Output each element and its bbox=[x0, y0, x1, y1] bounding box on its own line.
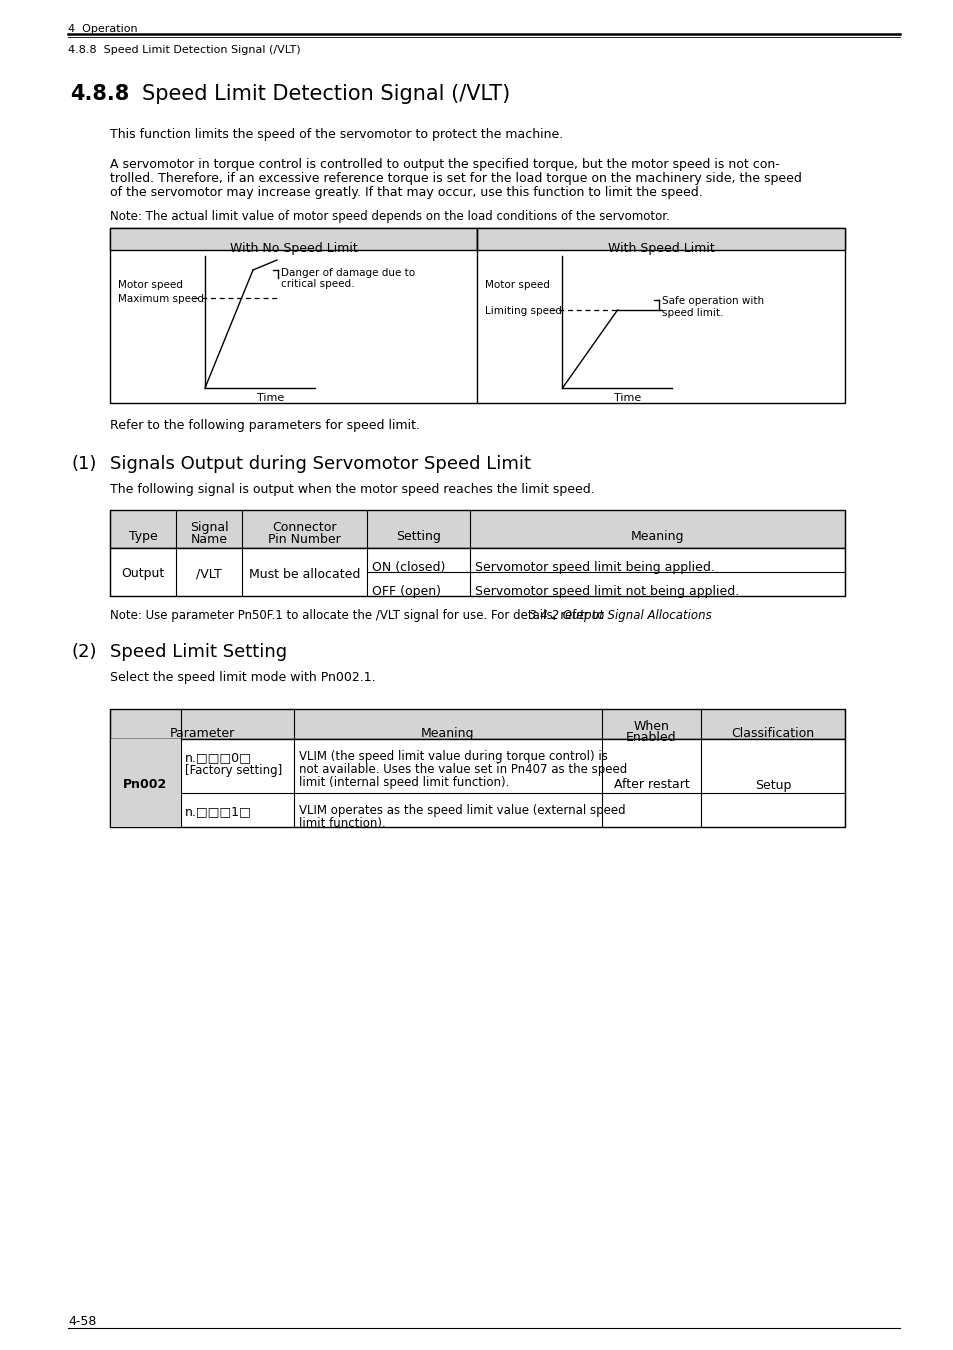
Bar bbox=[110, 548, 844, 595]
Text: Time: Time bbox=[256, 393, 284, 404]
Text: of the servomotor may increase greatly. If that may occur, use this function to : of the servomotor may increase greatly. … bbox=[110, 186, 702, 198]
Bar bbox=[110, 228, 844, 404]
Text: This function limits the speed of the servomotor to protect the machine.: This function limits the speed of the se… bbox=[110, 128, 562, 140]
Text: .: . bbox=[678, 609, 681, 622]
Text: Signal: Signal bbox=[190, 521, 229, 535]
Text: Motor speed: Motor speed bbox=[485, 279, 550, 290]
Bar bbox=[110, 738, 844, 828]
Text: Must be allocated: Must be allocated bbox=[249, 567, 360, 580]
Text: Limiting speed: Limiting speed bbox=[485, 306, 562, 316]
Text: Maximum speed: Maximum speed bbox=[118, 294, 204, 304]
Text: VLIM operates as the speed limit value (external speed: VLIM operates as the speed limit value (… bbox=[298, 805, 625, 817]
Text: Classification: Classification bbox=[731, 728, 814, 740]
Text: The following signal is output when the motor speed reaches the limit speed.: The following signal is output when the … bbox=[110, 483, 594, 495]
Text: A servomotor in torque control is controlled to output the specified torque, but: A servomotor in torque control is contro… bbox=[110, 158, 779, 171]
Text: n.□□□1□: n.□□□1□ bbox=[185, 805, 252, 818]
Text: limit function).: limit function). bbox=[298, 817, 385, 830]
Text: Danger of damage due to: Danger of damage due to bbox=[281, 269, 415, 278]
Text: 3.4.2 Output Signal Allocations: 3.4.2 Output Signal Allocations bbox=[529, 609, 711, 622]
Text: With No Speed Limit: With No Speed Limit bbox=[230, 242, 357, 255]
Bar bbox=[477, 228, 844, 250]
Text: Speed Limit Setting: Speed Limit Setting bbox=[110, 643, 287, 662]
Text: Safe operation with: Safe operation with bbox=[661, 296, 763, 306]
Text: Parameter: Parameter bbox=[170, 728, 234, 740]
Text: Servomotor speed limit not being applied.: Servomotor speed limit not being applied… bbox=[475, 585, 739, 598]
Text: Meaning: Meaning bbox=[630, 531, 683, 543]
Text: Note: Use parameter Pn50F.1 to allocate the /VLT signal for use. For details, re: Note: Use parameter Pn50F.1 to allocate … bbox=[110, 609, 607, 622]
Text: Enabled: Enabled bbox=[625, 730, 676, 744]
Text: Setup: Setup bbox=[754, 779, 790, 791]
Text: Meaning: Meaning bbox=[421, 728, 475, 740]
Text: limit (internal speed limit function).: limit (internal speed limit function). bbox=[298, 776, 509, 788]
Text: Name: Name bbox=[191, 533, 228, 545]
Text: /VLT: /VLT bbox=[196, 567, 222, 580]
Bar bbox=[110, 510, 844, 548]
Text: 4  Operation: 4 Operation bbox=[68, 24, 137, 34]
Text: With Speed Limit: With Speed Limit bbox=[607, 242, 714, 255]
Text: 4.8.8: 4.8.8 bbox=[70, 84, 129, 104]
Text: not available. Uses the value set in Pn407 as the speed: not available. Uses the value set in Pn4… bbox=[298, 763, 626, 776]
Text: [Factory setting]: [Factory setting] bbox=[185, 764, 282, 778]
Text: speed limit.: speed limit. bbox=[661, 308, 723, 319]
Text: critical speed.: critical speed. bbox=[281, 279, 355, 289]
Text: Note: The actual limit value of motor speed depends on the load conditions of th: Note: The actual limit value of motor sp… bbox=[110, 211, 669, 223]
Bar bbox=[110, 228, 477, 250]
Text: 4-58: 4-58 bbox=[68, 1315, 96, 1328]
Text: VLIM (the speed limit value during torque control) is: VLIM (the speed limit value during torqu… bbox=[298, 751, 607, 763]
Text: Connector: Connector bbox=[273, 521, 336, 535]
Text: Servomotor speed limit being applied.: Servomotor speed limit being applied. bbox=[475, 562, 715, 574]
Text: Motor speed: Motor speed bbox=[118, 279, 183, 290]
Text: Type: Type bbox=[129, 531, 157, 543]
Text: n.□□□0□: n.□□□0□ bbox=[185, 751, 252, 764]
Text: Signals Output during Servomotor Speed Limit: Signals Output during Servomotor Speed L… bbox=[110, 455, 531, 472]
Text: (1): (1) bbox=[71, 455, 97, 472]
Text: Pn002: Pn002 bbox=[123, 779, 168, 791]
Bar bbox=[110, 709, 844, 738]
Text: Speed Limit Detection Signal (/VLT): Speed Limit Detection Signal (/VLT) bbox=[142, 84, 510, 104]
Text: Setting: Setting bbox=[395, 531, 440, 543]
Text: (2): (2) bbox=[71, 643, 97, 662]
Text: When: When bbox=[633, 720, 669, 733]
Text: ON (closed): ON (closed) bbox=[372, 562, 445, 574]
Text: Refer to the following parameters for speed limit.: Refer to the following parameters for sp… bbox=[110, 418, 419, 432]
Bar bbox=[110, 738, 181, 828]
Text: OFF (open): OFF (open) bbox=[372, 585, 441, 598]
Text: Pin Number: Pin Number bbox=[268, 533, 341, 545]
Text: After restart: After restart bbox=[613, 779, 689, 791]
Text: 4.8.8  Speed Limit Detection Signal (/VLT): 4.8.8 Speed Limit Detection Signal (/VLT… bbox=[68, 45, 300, 55]
Text: Select the speed limit mode with Pn002.1.: Select the speed limit mode with Pn002.1… bbox=[110, 671, 375, 684]
Text: trolled. Therefore, if an excessive reference torque is set for the load torque : trolled. Therefore, if an excessive refe… bbox=[110, 171, 801, 185]
Text: Output: Output bbox=[121, 567, 165, 580]
Text: Time: Time bbox=[614, 393, 641, 404]
